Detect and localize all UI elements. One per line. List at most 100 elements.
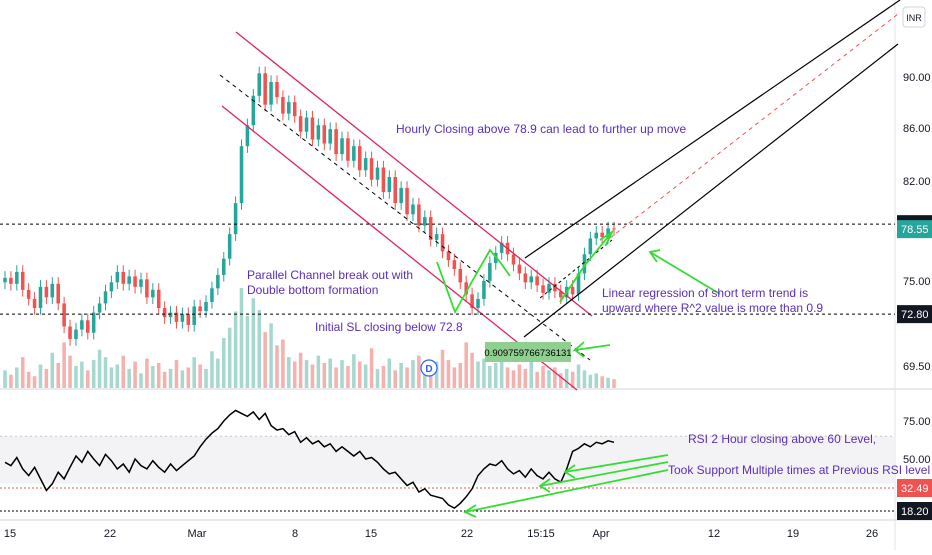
- candle: [74, 329, 78, 339]
- candle: [139, 279, 143, 287]
- volume-bar: [411, 360, 415, 388]
- volume-bar: [600, 376, 604, 388]
- volume-bar: [245, 315, 250, 388]
- candle: [257, 73, 262, 96]
- price-badge-label: 78.55: [901, 224, 929, 236]
- volume-bar: [56, 363, 60, 388]
- volume-bar: [304, 360, 309, 388]
- candle: [499, 242, 504, 253]
- r2-value-box: [485, 342, 571, 362]
- volume-bar: [198, 364, 202, 388]
- annotation-rsi-line1: RSI 2 Hour closing above 60 Level,: [688, 432, 876, 446]
- currency-badge: [902, 6, 926, 28]
- candle: [387, 176, 392, 193]
- candle: [322, 125, 327, 144]
- volume-bar: [15, 367, 19, 388]
- volume-bar: [97, 349, 102, 388]
- candle: [576, 273, 581, 295]
- price-tick-label: 90.00: [903, 72, 931, 84]
- candle: [233, 203, 238, 235]
- candle: [369, 158, 374, 180]
- candle: [535, 276, 539, 286]
- candle: [440, 234, 445, 252]
- breakout-arrow: [559, 231, 613, 303]
- price-tick-label: 86.00: [903, 123, 931, 135]
- volume-bar: [204, 368, 208, 388]
- volume-bar: [168, 368, 173, 388]
- rsi-badge: [897, 502, 932, 520]
- candle: [210, 288, 214, 302]
- volume-bar: [346, 365, 350, 388]
- price-badge-label: 72.80: [901, 309, 929, 321]
- candle: [281, 97, 285, 114]
- candle: [594, 232, 599, 239]
- candle: [62, 303, 66, 327]
- candle: [180, 314, 185, 322]
- volume-bar: [292, 361, 297, 388]
- volume-bar: [493, 363, 498, 388]
- volume-bar: [121, 355, 126, 388]
- volume-bar: [68, 355, 72, 388]
- volume-bar: [50, 352, 55, 388]
- candle: [68, 326, 72, 339]
- rsi-badge-label: 32.49: [901, 483, 929, 495]
- x-tick-label: 15: [365, 528, 377, 540]
- volume-bar: [86, 370, 90, 388]
- volume-bar: [547, 370, 551, 388]
- candle: [612, 228, 616, 230]
- volume-bar: [162, 371, 167, 388]
- annotation-rsi-line2: Took Support Multiple times at Previous …: [668, 463, 930, 477]
- candle: [127, 276, 131, 284]
- candle: [482, 280, 486, 299]
- candle: [38, 286, 43, 309]
- rsi-tick-label: 50.00: [903, 454, 931, 466]
- volume-bar: [20, 357, 25, 388]
- candle: [292, 102, 297, 117]
- candle: [606, 228, 610, 237]
- candle: [227, 234, 232, 259]
- rsi-badge-label: 18.20: [901, 506, 929, 518]
- candle: [162, 308, 167, 318]
- volume-bar: [328, 358, 332, 388]
- rsi-arrow-top: [563, 454, 669, 479]
- volume-bar: [145, 358, 149, 388]
- r2-value-label: 0.909759766736131: [484, 348, 571, 359]
- volume-bar: [405, 367, 409, 388]
- candle: [541, 285, 545, 293]
- volume-bar: [511, 370, 516, 388]
- candle: [15, 271, 19, 284]
- rsi-badge: [897, 479, 932, 497]
- candle: [121, 271, 126, 284]
- volume-bar: [470, 352, 474, 388]
- price-tick-label: 69.50: [903, 361, 931, 373]
- x-tick-label: 12: [708, 528, 720, 540]
- candle: [174, 312, 179, 322]
- breakout-arrowhead: [599, 229, 615, 246]
- candle: [458, 268, 463, 283]
- candle: [316, 125, 321, 140]
- candle: [269, 81, 273, 105]
- volume-bar: [257, 310, 262, 388]
- volume-bar: [103, 357, 108, 388]
- candle: [80, 320, 84, 330]
- volume-bar: [582, 370, 587, 388]
- candle: [168, 312, 173, 318]
- candle: [86, 320, 90, 333]
- annotation-parallel-channel-line1: Parallel Channel break out with: [247, 268, 413, 282]
- volume-bar: [3, 370, 7, 388]
- rsi-arrow-bottom: [463, 469, 669, 518]
- candle: [3, 277, 7, 283]
- volume-bar: [576, 364, 581, 388]
- volume-bar: [428, 368, 433, 388]
- volume-bar: [151, 365, 155, 388]
- volume-bar: [221, 338, 226, 388]
- volume-bar: [363, 364, 368, 388]
- volume-bar: [186, 367, 191, 388]
- candle: [600, 232, 604, 237]
- volume-bar: [612, 379, 616, 388]
- candle: [204, 301, 208, 312]
- volume-bar: [9, 374, 13, 388]
- volume-bar: [216, 358, 220, 388]
